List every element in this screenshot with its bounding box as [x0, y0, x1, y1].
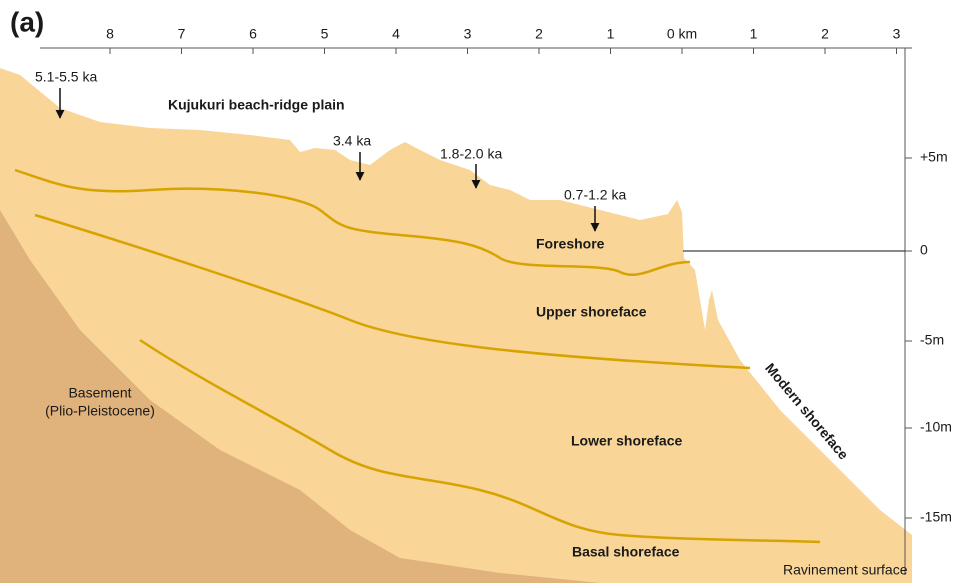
right-axis-label: +5m — [920, 149, 948, 165]
label: Basal shoreface — [572, 544, 680, 560]
upper-shoreface-base — [34, 213, 751, 370]
panel-label: (a) — [10, 6, 44, 37]
top-axis-label: 3 — [464, 26, 472, 42]
label: Foreshore — [536, 236, 605, 252]
top-axis-label: 0 km — [667, 26, 697, 42]
label: 5.1-5.5 ka — [35, 69, 97, 85]
top-axis-label: 2 — [535, 26, 543, 42]
foreshore-base — [14, 168, 691, 277]
basement — [0, 210, 600, 583]
label: 3.4 ka — [333, 133, 371, 149]
top-axis-label: 1 — [607, 26, 615, 42]
right-axis-label: -10m — [920, 419, 952, 435]
label: Basement — [68, 385, 131, 401]
label: Upper shoreface — [536, 304, 647, 320]
label: Kujukuri beach-ridge plain — [168, 97, 345, 113]
label: (Plio-Pleistocene) — [45, 403, 155, 419]
top-axis-label: 7 — [178, 26, 186, 42]
top-axis-label: 1 — [750, 26, 758, 42]
top-axis-label: 6 — [249, 26, 257, 42]
right-axis-label: -5m — [920, 332, 944, 348]
right-axis-label: -15m — [920, 509, 952, 525]
label: Ravinement surface — [783, 562, 908, 578]
top-axis-label: 2 — [821, 26, 829, 42]
label: 0.7-1.2 ka — [564, 187, 626, 203]
label: Lower shoreface — [571, 433, 682, 449]
top-axis-label: 4 — [392, 26, 400, 42]
right-axis-label: 0 — [920, 242, 928, 258]
label: 1.8-2.0 ka — [440, 146, 502, 162]
top-axis-label: 8 — [106, 26, 114, 42]
top-axis-label: 3 — [893, 26, 901, 42]
top-axis-label: 5 — [321, 26, 329, 42]
lower-shoreface-base — [139, 338, 821, 544]
